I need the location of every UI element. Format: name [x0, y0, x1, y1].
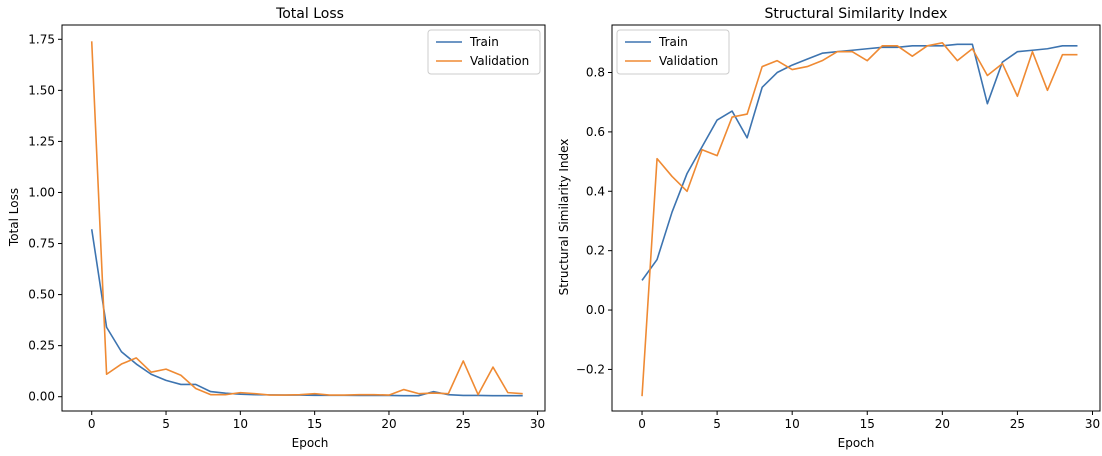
ssim-xlabel: Epoch — [838, 436, 875, 450]
ssim-chart: Structural Similarity Index Structural S… — [557, 6, 1101, 450]
ssim-legend: Train Validation — [616, 29, 730, 75]
ssim-title: Structural Similarity Index — [765, 6, 948, 22]
ssim-ytick-label: 0.2 — [586, 244, 605, 258]
ssim-lines — [641, 42, 1078, 397]
ssim-ytick-label: 0.0 — [586, 303, 605, 317]
total-loss-xtick-label: 15 — [307, 417, 322, 431]
total-loss-ytick-label: 0.25 — [28, 339, 55, 353]
ssim-xtick-label: 15 — [860, 417, 875, 431]
ssim-series-validation — [641, 42, 1078, 397]
ssim-legend-label: Train — [658, 35, 688, 49]
total-loss-xtick-label: 0 — [88, 417, 96, 431]
total-loss-title: Total Loss — [275, 6, 344, 22]
total-loss-series-train — [90, 229, 523, 397]
ssim-ytick-label: 0.4 — [586, 184, 605, 198]
total-loss-ytick-label: 1.25 — [28, 134, 55, 148]
ssim-ylabel: Structural Similarity Index — [557, 139, 571, 296]
total-loss-ytick-label: 0.00 — [28, 390, 55, 404]
ssim-xtick-label: 20 — [935, 417, 950, 431]
total-loss-xtick-label: 10 — [233, 417, 248, 431]
ssim-plot-frame — [611, 24, 1101, 412]
total-loss-chart: Total Loss Total Loss Epoch 0 5 10 15 20 25 30… — [7, 6, 546, 450]
ssim-ytick-label: 0.8 — [586, 66, 605, 80]
total-loss-xtick-label: 25 — [456, 417, 471, 431]
ssim-ticks: 0 5 10 15 20 25 30 −0.2 0.0 0.2 0.4 0.6 0.8 — [576, 66, 1100, 431]
total-loss-xtick-label: 20 — [381, 417, 396, 431]
total-loss-ytick-label: 0.75 — [28, 237, 55, 251]
ssim-ytick-label: −0.2 — [576, 362, 605, 376]
total-loss-ytick-label: 1.75 — [28, 32, 55, 46]
total-loss-ylabel: Total Loss — [7, 188, 21, 247]
total-loss-xlabel: Epoch — [292, 436, 329, 450]
total-loss-xtick-label: 5 — [162, 417, 170, 431]
total-loss-legend: Train Validation — [427, 29, 541, 75]
total-loss-ticks: 0 5 10 15 20 25 30 0.00 0.25 0.50 0.75 1.00 1.25 1.50… — [28, 32, 545, 431]
ssim-xtick-label: 0 — [638, 417, 646, 431]
ssim-xtick-label: 10 — [785, 417, 800, 431]
ssim-series-train — [641, 43, 1078, 281]
total-loss-lines — [90, 41, 523, 397]
ssim-legend-box — [616, 29, 730, 75]
total-loss-ytick-label: 1.50 — [28, 83, 55, 97]
total-loss-ytick-label: 0.50 — [28, 288, 55, 302]
ssim-xtick-label: 5 — [713, 417, 721, 431]
total-loss-xtick-label: 30 — [530, 417, 545, 431]
total-loss-ytick-label: 1.00 — [28, 185, 55, 199]
ssim-ytick-label: 0.6 — [586, 125, 605, 139]
ssim-legend-label: Validation — [659, 54, 718, 68]
total-loss-series-validation — [90, 41, 523, 396]
total-loss-plot-frame — [61, 24, 546, 412]
total-loss-legend-label: Train — [469, 35, 499, 49]
ssim-xtick-label: 25 — [1010, 417, 1025, 431]
total-loss-legend-box — [427, 29, 541, 75]
ssim-xtick-label: 30 — [1085, 417, 1100, 431]
total-loss-legend-label: Validation — [470, 54, 529, 68]
